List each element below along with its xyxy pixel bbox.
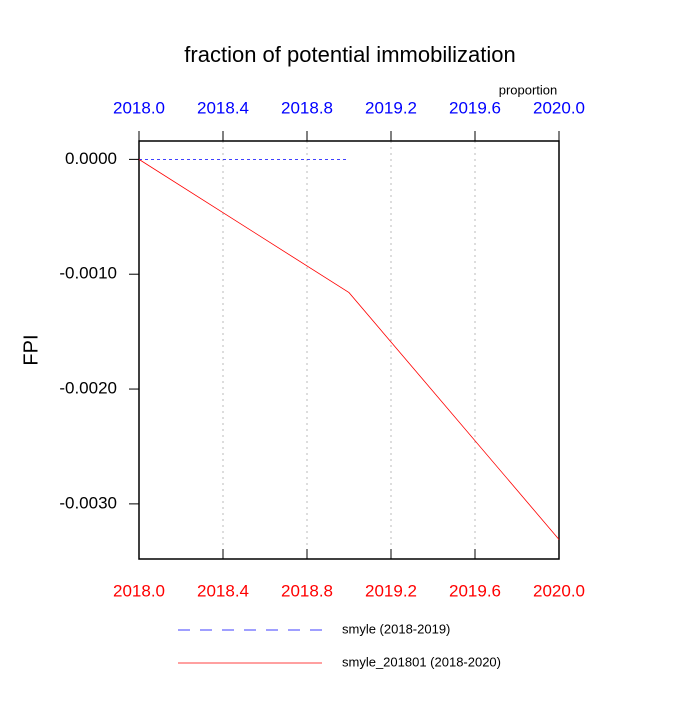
y-tick-label: -0.0020 xyxy=(59,379,117,398)
x-top-tick-label: 2018.8 xyxy=(281,98,333,117)
plot-frame xyxy=(138,140,560,560)
y-axis-label: FPI xyxy=(20,334,42,365)
chart-title: fraction of potential immobilization xyxy=(184,42,515,67)
y-tick-label: -0.0030 xyxy=(59,493,117,512)
line xyxy=(138,159,560,540)
legend-label: smyle_201801 (2018-2020) xyxy=(342,654,501,669)
x-top-tick-label: 2019.2 xyxy=(365,98,417,117)
x-tick-label: 2019.6 xyxy=(449,581,501,600)
legend-label: smyle (2018-2019) xyxy=(342,621,450,636)
y-tick-label: -0.0010 xyxy=(59,264,117,283)
y-tick-label: 0.0000 xyxy=(65,149,117,168)
x-top-tick-label: 2020.0 xyxy=(533,98,585,117)
x-tick-label: 2018.0 xyxy=(113,581,165,600)
top-axis-label: proportion xyxy=(499,82,558,97)
x-top-tick-label: 2018.4 xyxy=(197,98,249,117)
x-tick-label: 2019.2 xyxy=(365,581,417,600)
x-tick-label: 2018.4 xyxy=(197,581,249,600)
x-top-tick-label: 2019.6 xyxy=(449,98,501,117)
x-tick-label: 2018.8 xyxy=(281,581,333,600)
x-tick-label: 2020.0 xyxy=(533,581,585,600)
x-top-tick-label: 2018.0 xyxy=(113,98,165,117)
